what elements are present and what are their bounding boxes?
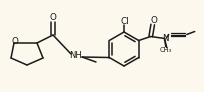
Text: N: N <box>162 34 169 43</box>
Text: O: O <box>12 37 18 46</box>
Text: O: O <box>150 16 157 25</box>
Text: O: O <box>50 14 57 23</box>
Text: Cl: Cl <box>121 17 129 26</box>
Text: NH: NH <box>70 52 82 61</box>
Text: CH₃: CH₃ <box>160 47 172 54</box>
